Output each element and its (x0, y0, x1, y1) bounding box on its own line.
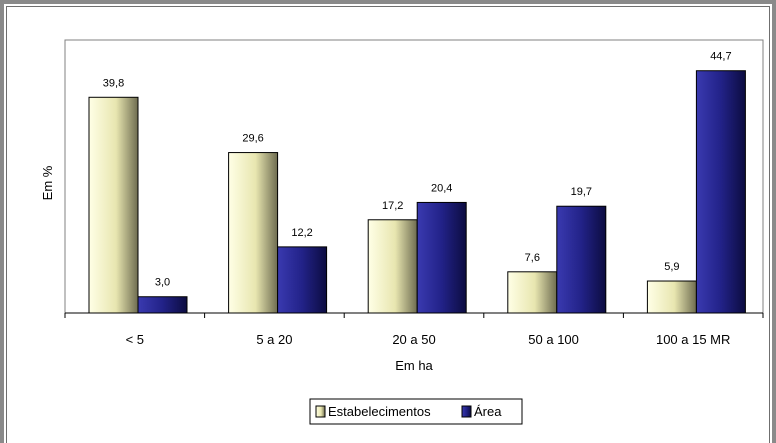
data-label-area-4: 44,7 (710, 51, 731, 63)
data-label-estabelecimentos-4: 5,9 (664, 261, 679, 273)
bar-area-0 (138, 297, 187, 313)
bar-estabelecimentos-2 (368, 220, 417, 313)
x-axis-tick-labels: < 5 5 a 20 20 a 50 50 a 100 100 a 15 MR (126, 332, 731, 347)
legend-label-estabelecimentos: Estabelecimentos (328, 404, 431, 419)
data-label-area-0: 3,0 (155, 277, 170, 289)
x-tick-label-0: < 5 (126, 332, 144, 347)
y-axis-title: Em % (40, 165, 55, 200)
x-tick-label-4: 100 a 15 MR (656, 332, 730, 347)
data-label-area-2: 20,4 (431, 182, 452, 194)
data-label-estabelecimentos-3: 7,6 (525, 252, 540, 264)
data-label-estabelecimentos-2: 17,2 (382, 200, 403, 212)
data-label-area-1: 12,2 (291, 227, 312, 239)
bar-area-4 (696, 71, 745, 313)
data-label-estabelecimentos-1: 29,6 (242, 133, 263, 145)
data-label-area-3: 19,7 (571, 186, 592, 198)
bar-area-2 (417, 202, 466, 313)
x-tick-label-1: 5 a 20 (256, 332, 292, 347)
bar-estabelecimentos-3 (508, 272, 557, 313)
legend-swatch-area (462, 406, 471, 417)
bar-area-1 (278, 247, 327, 313)
x-tick-label-2: 20 a 50 (392, 332, 435, 347)
x-axis-ticks (65, 313, 763, 318)
bar-estabelecimentos-4 (647, 281, 696, 313)
x-axis-title: Em ha (395, 358, 433, 373)
x-tick-label-3: 50 a 100 (528, 332, 579, 347)
bar-estabelecimentos-0 (89, 97, 138, 313)
legend: Estabelecimentos Área (310, 399, 522, 424)
legend-label-area: Área (474, 404, 502, 419)
bar-estabelecimentos-1 (229, 153, 278, 313)
legend-swatch-estabelecimentos (316, 406, 325, 417)
data-label-estabelecimentos-0: 39,8 (103, 77, 124, 89)
bar-area-3 (557, 206, 606, 313)
